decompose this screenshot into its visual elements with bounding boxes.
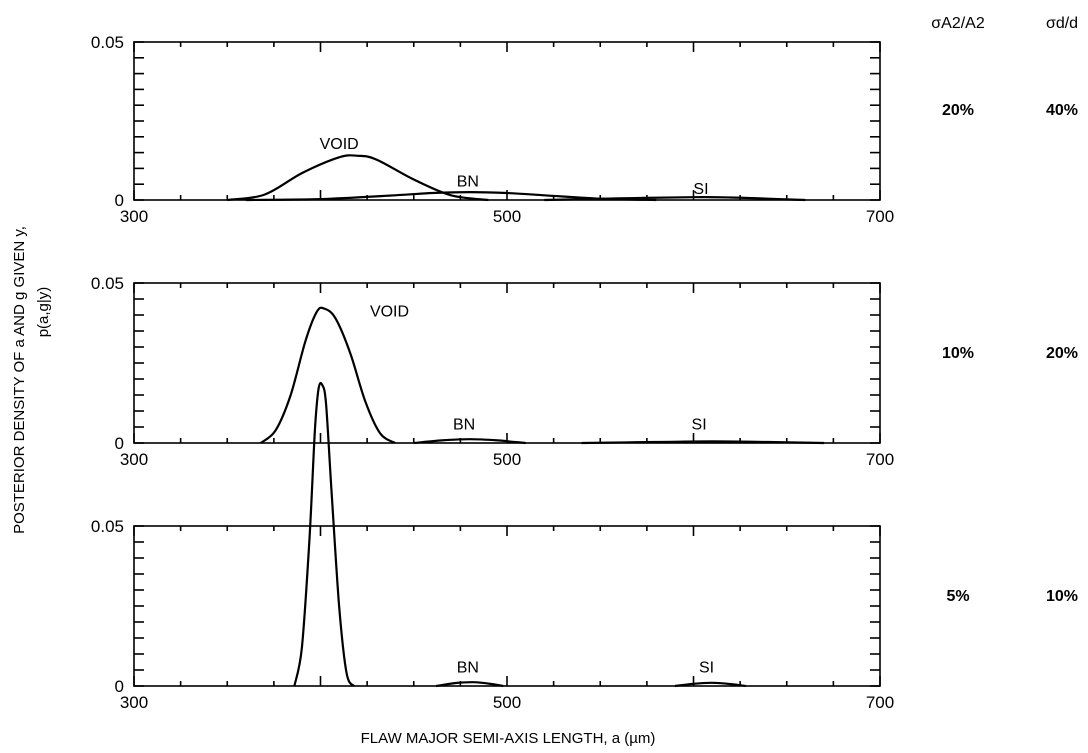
y-tick-label: 0.05: [91, 274, 124, 293]
plot-frame: [133, 525, 881, 687]
x-axis-title: FLAW MAJOR SEMI-AXIS LENGTH, a (µm): [361, 730, 656, 747]
panel-1: 300 500 700 0 0.05 VOID BN SI: [91, 33, 894, 226]
x-tick-label: 500: [493, 693, 521, 712]
sigma-d-value: 40%: [1046, 102, 1078, 119]
curve-void: [227, 154, 489, 202]
panel-2: 300 500 700 0 0.05 VOID BN SI: [91, 274, 894, 469]
sigma-d-header: σd/d: [1046, 15, 1078, 32]
curve-label-si: SI: [692, 417, 707, 434]
x-tick-label: 300: [120, 693, 148, 712]
curve-bn: [413, 438, 526, 445]
curve-bn: [245, 191, 657, 202]
y-tick-label: 0: [115, 191, 124, 210]
x-tick-label: 700: [866, 450, 894, 469]
curve-si: [581, 440, 825, 445]
sigma-a2-value: 5%: [946, 588, 969, 605]
plot-frame: [133, 41, 881, 201]
sigma-d-value: 10%: [1046, 588, 1078, 605]
plot-frame: [133, 282, 881, 444]
curve-label-bn: BN: [453, 417, 475, 434]
y-tick-label: 0: [115, 434, 124, 453]
curve-si: [544, 196, 806, 202]
sigma-d-value: 20%: [1046, 345, 1078, 362]
sigma-a2-value: 10%: [942, 345, 974, 362]
curve-label-bn: BN: [457, 660, 479, 677]
curve-label-void: VOID: [320, 136, 359, 153]
y-axis-title-line1: POSTERIOR DENSITY OF a AND g GIVEN y,: [11, 226, 28, 534]
curve-label-bn: BN: [457, 173, 479, 190]
x-tick-label: 500: [493, 450, 521, 469]
curve-bn: [435, 681, 504, 688]
curve-label-void: VOID: [370, 304, 409, 321]
y-tick-label: 0: [115, 677, 124, 696]
curve-si: [674, 681, 746, 688]
panel-3: 300 500 700 0 0.05 BN SI: [91, 381, 894, 712]
x-tick-label: 700: [866, 693, 894, 712]
sigma-a2-header: σA2/A2: [931, 15, 985, 32]
x-tick-label: 300: [120, 207, 148, 226]
curve-void: [293, 381, 356, 687]
x-tick-label: 500: [493, 207, 521, 226]
side-values: 20% 40% 10% 20% 5% 10%: [942, 102, 1078, 605]
y-tick-label: 0.05: [91, 33, 124, 52]
curve-label-si: SI: [699, 660, 714, 677]
x-tick-label: 700: [866, 207, 894, 226]
curve-label-si: SI: [693, 181, 708, 198]
sigma-a2-value: 20%: [942, 102, 974, 119]
y-tick-label: 0.05: [91, 517, 124, 536]
x-tick-label: 300: [120, 450, 148, 469]
y-axis-title-line2: p(a,g|y): [35, 287, 52, 338]
curve-void: [260, 306, 396, 444]
panels: 300 500 700 0 0.05 VOID BN SI 300 500 700 0 0.05 VOID…: [91, 33, 894, 712]
